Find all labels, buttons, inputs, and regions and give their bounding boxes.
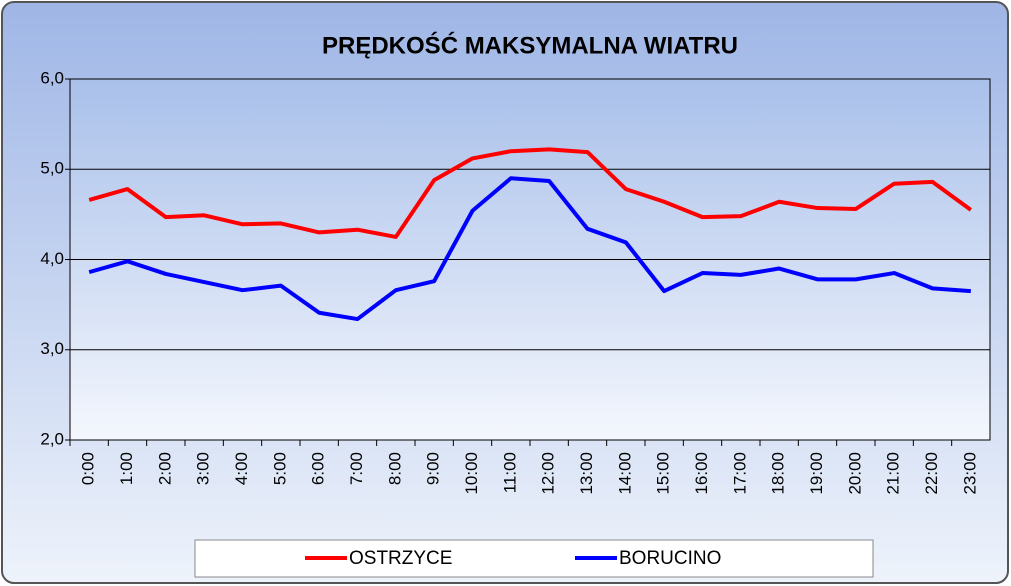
line-series [88, 147, 973, 239]
x-tick-label: 18:00 [769, 452, 788, 495]
y-tick-label: 3,0 [40, 339, 64, 358]
legend-label: OSTRZYCE [349, 548, 452, 569]
x-tick-label: 2:00 [155, 452, 174, 485]
x-tick-label: 22:00 [922, 452, 941, 495]
x-tick-label: 19:00 [807, 452, 826, 495]
y-tick-label: 6,0 [40, 68, 64, 87]
legend-label: BORUCINO [619, 548, 721, 569]
x-tick-label: 8:00 [385, 452, 404, 485]
y-tick-label: 5,0 [40, 159, 64, 178]
x-tick-label: 10:00 [462, 452, 481, 495]
line-series [88, 176, 971, 322]
y-tick-label: 4,0 [40, 249, 64, 268]
x-tick-label: 23:00 [960, 452, 979, 495]
x-tick-label: 16:00 [692, 452, 711, 495]
x-tick-label: 3:00 [194, 452, 213, 485]
x-tick-label: 11:00 [500, 452, 519, 493]
y-tick-label: 2,0 [40, 429, 64, 448]
x-tick-label: 17:00 [730, 452, 749, 495]
chart-title: PRĘDKOŚĆ MAKSYMALNA WIATRU [322, 31, 738, 59]
x-tick-label: 14:00 [615, 452, 634, 495]
x-tick-label: 20:00 [845, 452, 864, 495]
x-tick-label: 15:00 [654, 452, 673, 495]
x-tick-label: 7:00 [347, 452, 366, 485]
x-tick-label: 1:00 [117, 452, 136, 485]
legend [194, 539, 874, 578]
x-tick-label: 0:00 [79, 452, 98, 485]
x-tick-label: 13:00 [577, 452, 596, 495]
x-tick-label: 5:00 [270, 452, 289, 485]
x-tick-label: 12:00 [539, 452, 558, 495]
x-tick-label: 9:00 [424, 452, 443, 485]
x-tick-label: 6:00 [309, 452, 328, 485]
x-tick-label: 4:00 [232, 452, 251, 485]
x-tick-label: 21:00 [884, 452, 903, 495]
